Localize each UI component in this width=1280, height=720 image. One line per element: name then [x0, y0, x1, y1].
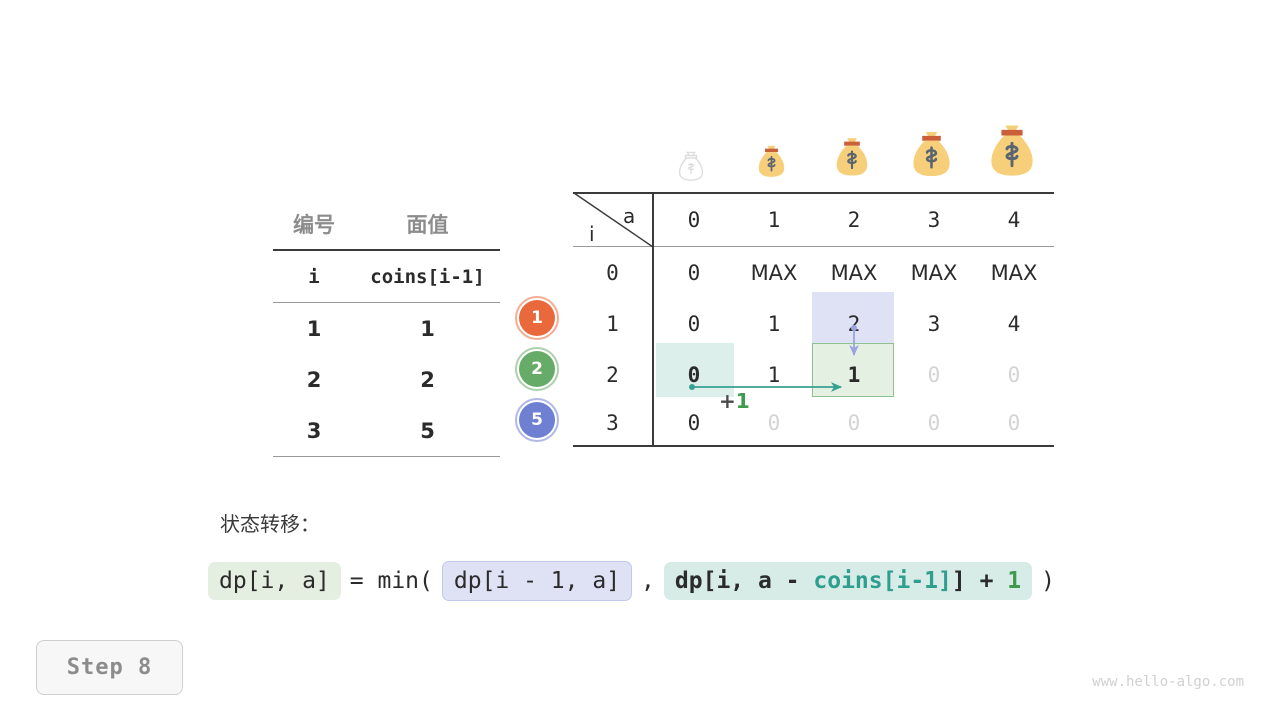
dp-cell-3-4: 0 — [1007, 410, 1021, 435]
table-row: 2 2 — [273, 354, 500, 405]
coins-table-header-value: 面值 — [406, 212, 449, 237]
coins-table-rule-mid — [273, 302, 500, 303]
dp-cell-1-0: 0 — [687, 311, 701, 336]
dp-rule-bottom — [573, 445, 1054, 447]
dp-row-header-0: 0 — [606, 260, 619, 285]
dp-col-header-3: 3 — [927, 207, 941, 232]
coins-table-rule-bottom — [273, 456, 500, 457]
coins-row-3-i: 3 — [306, 418, 322, 443]
dp-col-header-4: 4 — [1007, 207, 1021, 232]
formula-option-1: dp[i - 1, a] — [441, 561, 633, 601]
formula-option-2-prefix: dp[i, a - — [674, 568, 814, 594]
formula-comma: , — [641, 568, 655, 594]
dp-cell-1-2: 2 — [847, 311, 861, 336]
coins-row-3-value: 5 — [420, 418, 435, 443]
formula-option-2: dp[i, a - coins[i-1]] + 1 — [663, 562, 1033, 600]
money-bag-icon — [832, 135, 872, 182]
dp-cell-1-3: 3 — [927, 311, 941, 336]
highlight-source-cell-1-2 — [812, 292, 894, 343]
coin-badge-3-label: 5 — [531, 410, 543, 430]
dp-row-header-3: 3 — [606, 410, 619, 435]
coin-badge-1-label: 1 — [531, 308, 543, 328]
formula-option-2-coins: coins[i-1] — [813, 568, 952, 594]
dp-cell-3-1: 0 — [767, 410, 781, 435]
table-row: 1 1 — [273, 303, 500, 354]
money-bag-icon — [908, 128, 955, 183]
dp-rule-top — [573, 192, 1054, 194]
money-bag-icon — [985, 121, 1039, 183]
dp-axis-label-i: i — [589, 222, 595, 246]
formula-lhs: dp[i, a] — [208, 562, 341, 600]
money-bag-icon — [755, 143, 788, 183]
coins-row-2-value: 2 — [420, 367, 435, 392]
coins-table-rule-top — [273, 249, 500, 251]
coin-badge-2: 2 — [515, 347, 559, 391]
table-row: 3 5 — [273, 405, 500, 456]
dp-col-header-2: 2 — [847, 207, 861, 232]
money-bag-empty-icon — [676, 150, 706, 186]
dp-table: a i 0 1 2 3 4 0 1 2 3 0 MAX MAX MAX MAX … — [573, 192, 1054, 447]
formula-option-2-suffix: ] + — [951, 568, 1008, 594]
dp-cell-3-0: 0 — [687, 410, 701, 435]
highlight-source-cell-2-0 — [656, 343, 734, 397]
state-transition-formula: dp[i, a] = min( dp[i - 1, a] , dp[i, a -… — [208, 558, 1064, 604]
dp-row-header-1: 1 — [606, 311, 619, 336]
dp-corner-diagonal-icon — [573, 192, 654, 248]
dp-rule-header — [573, 246, 1054, 247]
plus-value: 1 — [735, 389, 750, 413]
coins-row-1-value: 1 — [420, 316, 435, 341]
dp-col-header-0: 0 — [687, 207, 701, 232]
dp-row-header-2: 2 — [606, 362, 619, 387]
dp-cell-1-1: 1 — [767, 311, 781, 336]
coins-table-subheader-coins: coins[i-1] — [370, 265, 485, 288]
dp-cell-2-0: 0 — [687, 362, 701, 387]
dp-rule-vertical — [652, 192, 654, 447]
state-transition-label: 状态转移： — [220, 512, 320, 536]
watermark: www.hello-algo.com — [1092, 674, 1244, 690]
dp-cell-2-4: 0 — [1007, 362, 1021, 387]
coins-table: 编号 面值 i coins[i-1] 1 1 2 2 3 5 — [273, 198, 500, 457]
formula-option-2-one: 1 — [1007, 568, 1022, 594]
coin-badge-3: 5 — [515, 398, 559, 442]
dp-cell-0-3: MAX — [910, 260, 958, 285]
dp-cell-0-4: MAX — [990, 260, 1038, 285]
transition-arrows — [689, 325, 859, 392]
coins-table-subheader-row: i coins[i-1] — [273, 251, 500, 302]
coin-badge-1: 1 — [515, 296, 559, 340]
dp-cell-1-4: 4 — [1007, 311, 1021, 336]
dp-cell-3-3: 0 — [927, 410, 941, 435]
plus-one-annotation: +1 — [719, 389, 750, 413]
dp-cell-0-1: MAX — [750, 260, 798, 285]
coin-badge-2-label: 2 — [531, 359, 543, 379]
coins-row-1-i: 1 — [306, 316, 322, 341]
coins-row-2-i: 2 — [306, 367, 322, 392]
dp-cell-0-0: 0 — [687, 260, 701, 285]
dp-col-header-1: 1 — [767, 207, 781, 232]
dp-cell-2-3: 0 — [927, 362, 941, 387]
dp-cell-2-2: 1 — [847, 362, 861, 387]
coins-table-subheader-i: i — [308, 265, 320, 288]
formula-close-paren: ) — [1041, 568, 1055, 594]
dp-cell-0-2: MAX — [830, 260, 878, 285]
coins-table-header-id: 编号 — [293, 212, 335, 237]
dp-axis-label-a: a — [623, 204, 636, 228]
coins-table-header-row: 编号 面值 — [273, 198, 500, 249]
plus-sign: + — [719, 389, 736, 413]
formula-eq: = min( — [349, 568, 433, 594]
dp-cell-2-1: 1 — [767, 362, 781, 387]
step-badge: Step 8 — [36, 640, 183, 695]
dp-cell-3-2: 0 — [847, 410, 861, 435]
